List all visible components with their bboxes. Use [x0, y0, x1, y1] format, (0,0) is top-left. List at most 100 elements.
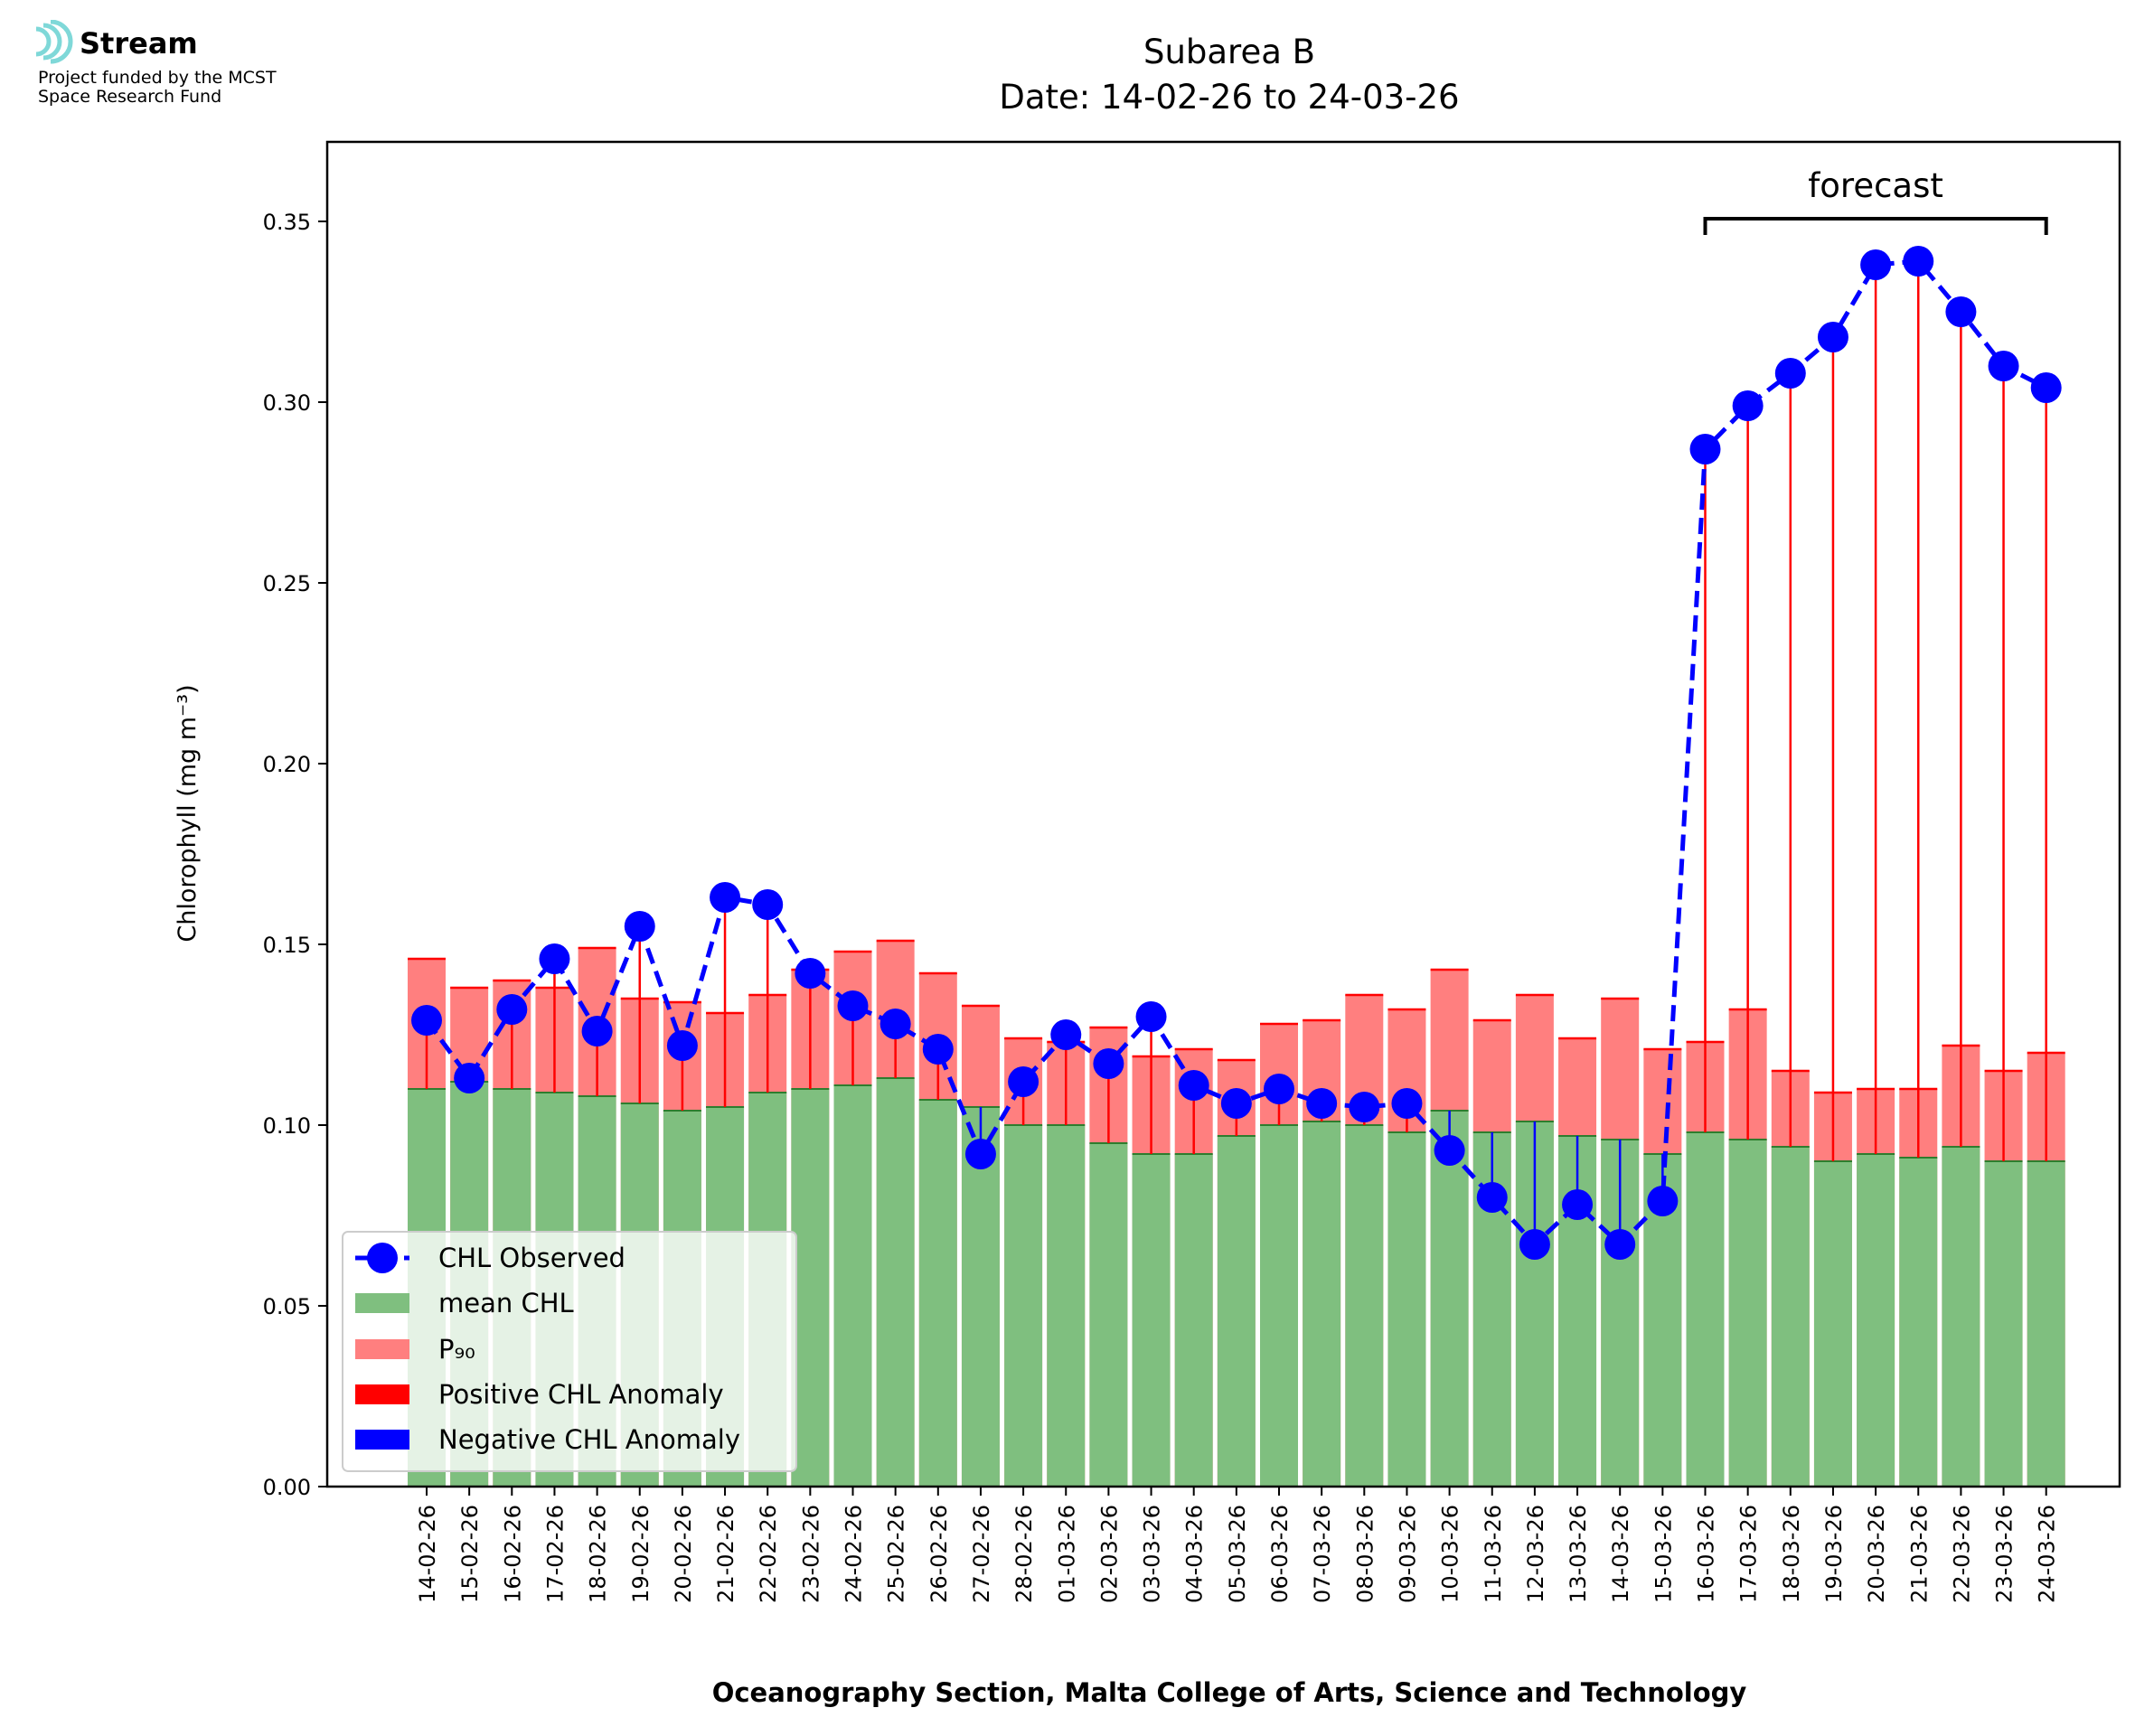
legend-label: Positive CHL Anomaly: [438, 1379, 724, 1410]
x-tick-label: 20-02-26: [671, 1505, 696, 1603]
x-tick-label: 26-02-26: [927, 1505, 952, 1603]
mean-bar: [1089, 1143, 1128, 1487]
stream-logo-graphic: Stream Project funded by the MCST Space …: [35, 19, 277, 107]
mean-bar: [1217, 1136, 1256, 1487]
stream-logo: Stream Project funded by the MCST Space …: [34, 19, 360, 119]
logo-name: Stream: [80, 26, 198, 61]
y-axis-label: Chlorophyll (mg m⁻³): [174, 684, 202, 942]
axes: [325, 140, 2121, 1488]
x-tick-label: 13-03-26: [1566, 1505, 1591, 1603]
y-tick-label: 0.15: [263, 933, 311, 958]
mean-bar: [1430, 1111, 1469, 1487]
mean-bar: [1942, 1147, 1980, 1487]
observed-point: [1647, 1186, 1679, 1216]
observed-point: [837, 990, 869, 1021]
mean-bar: [1686, 1132, 1725, 1487]
legend-swatch: [355, 1430, 409, 1450]
x-tick-label: 17-03-26: [1736, 1505, 1762, 1603]
x-tick-label: 21-02-26: [713, 1505, 738, 1603]
mean-bar: [833, 1085, 872, 1487]
mean-bar: [961, 1107, 1000, 1487]
legend-box: [342, 1231, 797, 1472]
forecast-bracket-line: [1703, 217, 2048, 235]
x-tick-label: 24-03-26: [2035, 1505, 2060, 1603]
observed-point: [1562, 1189, 1594, 1220]
x-tick-label: 08-03-26: [1352, 1505, 1378, 1603]
observed-point: [1774, 358, 1806, 389]
observed-point: [1604, 1229, 1636, 1260]
mean-bar: [918, 1100, 957, 1487]
observed-point: [1903, 246, 1934, 277]
observed-point: [922, 1034, 954, 1065]
observed-point: [1008, 1066, 1039, 1097]
x-tick-label: 05-03-26: [1225, 1505, 1250, 1603]
observed-line: [411, 246, 2062, 1260]
observed-point: [1050, 1019, 1082, 1050]
mean-bar: [1728, 1140, 1767, 1487]
x-tick-label: 07-03-26: [1310, 1505, 1335, 1603]
legend-label: Negative CHL Anomaly: [438, 1424, 740, 1455]
observed-point: [1476, 1182, 1508, 1213]
observed-point: [624, 911, 655, 942]
observed-point: [1391, 1088, 1423, 1119]
observed-point: [496, 994, 528, 1025]
legend-observed-marker: [367, 1243, 398, 1273]
observed-point: [879, 1009, 911, 1039]
mean-bar: [1771, 1147, 1810, 1487]
mean-bar: [876, 1078, 915, 1487]
chart-title: Subarea B: [1143, 33, 1315, 71]
x-tick-label: 01-03-26: [1054, 1505, 1079, 1603]
x-tick-label: 22-02-26: [756, 1505, 781, 1603]
mean-bar: [1813, 1161, 1852, 1487]
x-tick-label: 17-02-26: [542, 1505, 568, 1603]
legend-swatch: [355, 1339, 409, 1359]
mean-bar: [1303, 1121, 1341, 1487]
x-tick-label: 15-03-26: [1651, 1505, 1676, 1603]
x-tick-label: 03-03-26: [1140, 1505, 1165, 1603]
y-tick-label: 0.35: [263, 210, 311, 235]
observed-point: [1988, 351, 2019, 381]
observed-point: [795, 958, 826, 989]
plot-frame: [325, 140, 2121, 1488]
observed-point: [1093, 1048, 1124, 1079]
observed-point: [1264, 1074, 1294, 1104]
observed-point: [1689, 434, 1721, 464]
x-tick-label: 09-03-26: [1395, 1505, 1420, 1603]
observed-point: [1178, 1070, 1209, 1101]
forecast-label: forecast: [1808, 166, 1943, 205]
x-tick-label: 06-03-26: [1267, 1505, 1293, 1603]
mean-bar: [1174, 1154, 1213, 1487]
legend-label: P₉₀: [438, 1334, 475, 1365]
x-tick-label: 16-03-26: [1694, 1505, 1719, 1603]
observed-point: [964, 1139, 996, 1169]
x-tick-label: 11-03-26: [1481, 1505, 1506, 1603]
y-tick-label: 0.00: [263, 1475, 311, 1500]
mean-bar: [1260, 1125, 1298, 1487]
mean-bar: [1899, 1158, 1938, 1487]
forecast-bracket: forecast: [1703, 166, 2048, 235]
mean-bar: [1004, 1125, 1043, 1487]
mean-bar: [2027, 1161, 2065, 1487]
mean-bar: [1387, 1132, 1426, 1487]
x-tick-label: 18-03-26: [1779, 1505, 1804, 1603]
x-tick-label: 23-03-26: [1992, 1505, 2018, 1603]
x-tick-label: 25-02-26: [884, 1505, 909, 1603]
mean-bar: [1345, 1125, 1384, 1487]
legend-label: CHL Observed: [438, 1243, 626, 1273]
legend-swatch: [355, 1384, 409, 1404]
legend: CHL Observed mean CHL P₉₀ Positive CHL Anom…: [342, 1231, 797, 1472]
observed-point: [411, 1005, 442, 1036]
observed-point: [666, 1030, 698, 1061]
x-tick-label: 27-02-26: [969, 1505, 994, 1603]
signal-waves-icon: [35, 19, 73, 64]
observed-point: [1349, 1092, 1380, 1122]
logo-line-1: Project funded by the MCST: [38, 68, 277, 88]
x-tick-label: 14-03-26: [1608, 1505, 1633, 1603]
legend-label: mean CHL: [438, 1288, 574, 1318]
observed-point: [1306, 1088, 1338, 1119]
mean-bar: [1047, 1125, 1086, 1487]
y-tick-label: 0.05: [263, 1294, 311, 1319]
x-tick-label: 12-03-26: [1523, 1505, 1548, 1603]
observed-point: [710, 882, 741, 913]
